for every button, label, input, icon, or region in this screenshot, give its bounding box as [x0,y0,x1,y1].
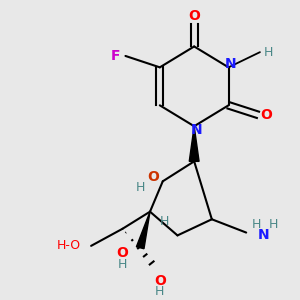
Text: H: H [269,218,278,232]
Text: H: H [118,258,127,272]
Text: H: H [251,218,261,232]
Text: O: O [188,9,200,23]
Text: N: N [258,228,270,242]
Text: O: O [147,169,159,184]
Text: F: F [111,49,120,63]
Text: H: H [160,215,169,228]
Text: N: N [225,56,236,70]
Text: H: H [136,182,145,194]
Polygon shape [189,126,199,161]
Text: O: O [260,108,272,122]
Text: N: N [190,123,202,137]
Text: O: O [117,247,128,260]
Text: H-O: H-O [57,239,81,252]
Text: H: H [264,46,273,59]
Text: H: H [155,285,164,298]
Text: O: O [154,274,166,288]
Polygon shape [136,212,150,249]
